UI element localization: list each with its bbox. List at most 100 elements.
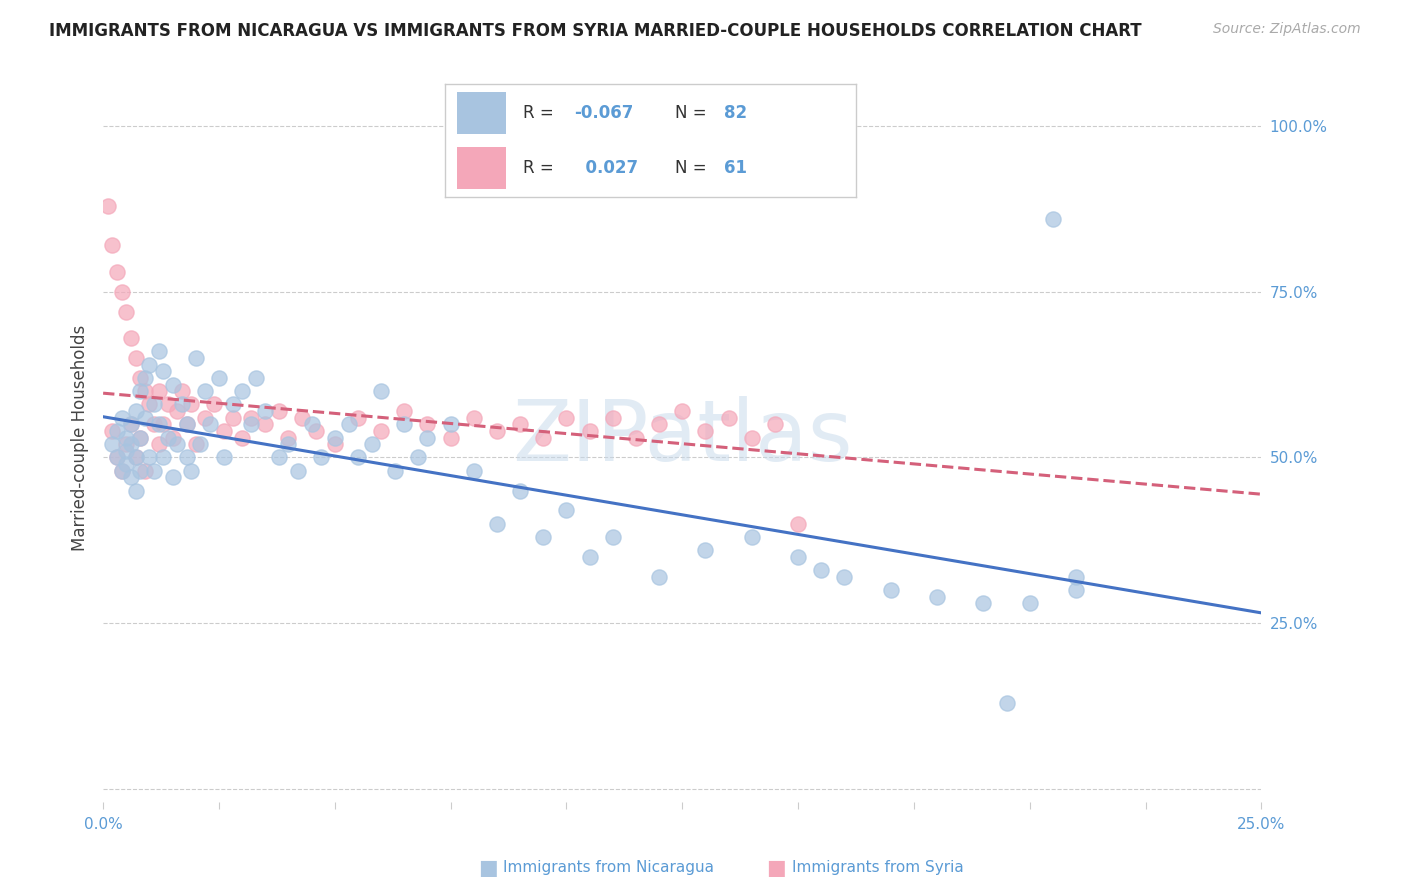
Point <box>222 410 245 425</box>
Point <box>337 417 360 432</box>
Point <box>277 437 299 451</box>
Point <box>148 417 170 432</box>
Point <box>741 530 763 544</box>
Point <box>129 431 152 445</box>
Point <box>624 431 647 445</box>
Point <box>138 450 160 465</box>
Point <box>152 417 174 432</box>
Point <box>115 304 138 318</box>
Point <box>254 417 277 432</box>
Point <box>231 384 253 399</box>
Point <box>124 404 146 418</box>
Text: Immigrants from Syria: Immigrants from Syria <box>792 861 963 875</box>
Point <box>1018 596 1040 610</box>
Text: ZIPatlas: ZIPatlas <box>512 396 852 479</box>
Point <box>124 450 146 465</box>
Point <box>269 404 291 418</box>
Point <box>648 417 671 432</box>
Point <box>695 543 717 558</box>
Point <box>134 371 156 385</box>
Point <box>194 384 217 399</box>
Text: ■: ■ <box>766 858 786 878</box>
Point <box>134 384 156 399</box>
Point <box>105 450 128 465</box>
Point <box>180 397 202 411</box>
Point <box>162 377 184 392</box>
Point <box>463 410 485 425</box>
Point <box>143 464 166 478</box>
Point <box>170 397 193 411</box>
Point <box>120 417 142 432</box>
Point <box>222 397 245 411</box>
Point <box>509 417 531 432</box>
Point <box>509 483 531 498</box>
Point <box>101 424 124 438</box>
Point <box>176 450 198 465</box>
Point <box>176 417 198 432</box>
Point <box>208 371 231 385</box>
Point <box>129 431 152 445</box>
Point <box>305 424 328 438</box>
Point <box>111 464 134 478</box>
Point <box>148 344 170 359</box>
Point <box>152 364 174 378</box>
Point <box>485 424 508 438</box>
Point <box>1064 582 1087 597</box>
Point <box>384 464 406 478</box>
Point <box>120 437 142 451</box>
Point <box>291 410 314 425</box>
Point <box>416 417 439 432</box>
Point <box>156 431 179 445</box>
Point <box>602 530 624 544</box>
Point <box>111 410 134 425</box>
Point <box>717 410 740 425</box>
Point <box>531 431 554 445</box>
Point <box>115 457 138 471</box>
Point <box>101 437 124 451</box>
Point <box>115 437 138 451</box>
Point <box>184 437 207 451</box>
Point <box>240 410 263 425</box>
Point <box>212 450 235 465</box>
Point <box>671 404 693 418</box>
Point <box>129 384 152 399</box>
Point <box>120 417 142 432</box>
Point <box>925 590 948 604</box>
Point <box>277 431 299 445</box>
Y-axis label: Married-couple Households: Married-couple Households <box>72 325 89 550</box>
Point <box>485 516 508 531</box>
Point <box>120 331 142 345</box>
Point <box>129 371 152 385</box>
Point <box>370 384 392 399</box>
Point <box>555 503 578 517</box>
Point <box>111 464 134 478</box>
Point <box>763 417 786 432</box>
Point <box>360 437 382 451</box>
Point <box>162 431 184 445</box>
Point <box>231 431 253 445</box>
Point <box>1042 211 1064 226</box>
Point <box>176 417 198 432</box>
Point <box>394 417 416 432</box>
Point <box>555 410 578 425</box>
Point <box>120 470 142 484</box>
Point <box>578 549 600 564</box>
Point <box>111 285 134 299</box>
Text: Source: ZipAtlas.com: Source: ZipAtlas.com <box>1213 22 1361 37</box>
Point <box>323 437 346 451</box>
Point <box>695 424 717 438</box>
Point <box>880 582 903 597</box>
Point <box>184 351 207 365</box>
Point <box>156 397 179 411</box>
Point <box>531 530 554 544</box>
Text: Immigrants from Nicaragua: Immigrants from Nicaragua <box>503 861 714 875</box>
Point <box>323 431 346 445</box>
Point <box>347 410 370 425</box>
Point <box>143 397 166 411</box>
Point <box>245 371 267 385</box>
Point <box>995 696 1018 710</box>
Point <box>648 570 671 584</box>
Point <box>602 410 624 425</box>
Point <box>394 404 416 418</box>
Point <box>152 450 174 465</box>
